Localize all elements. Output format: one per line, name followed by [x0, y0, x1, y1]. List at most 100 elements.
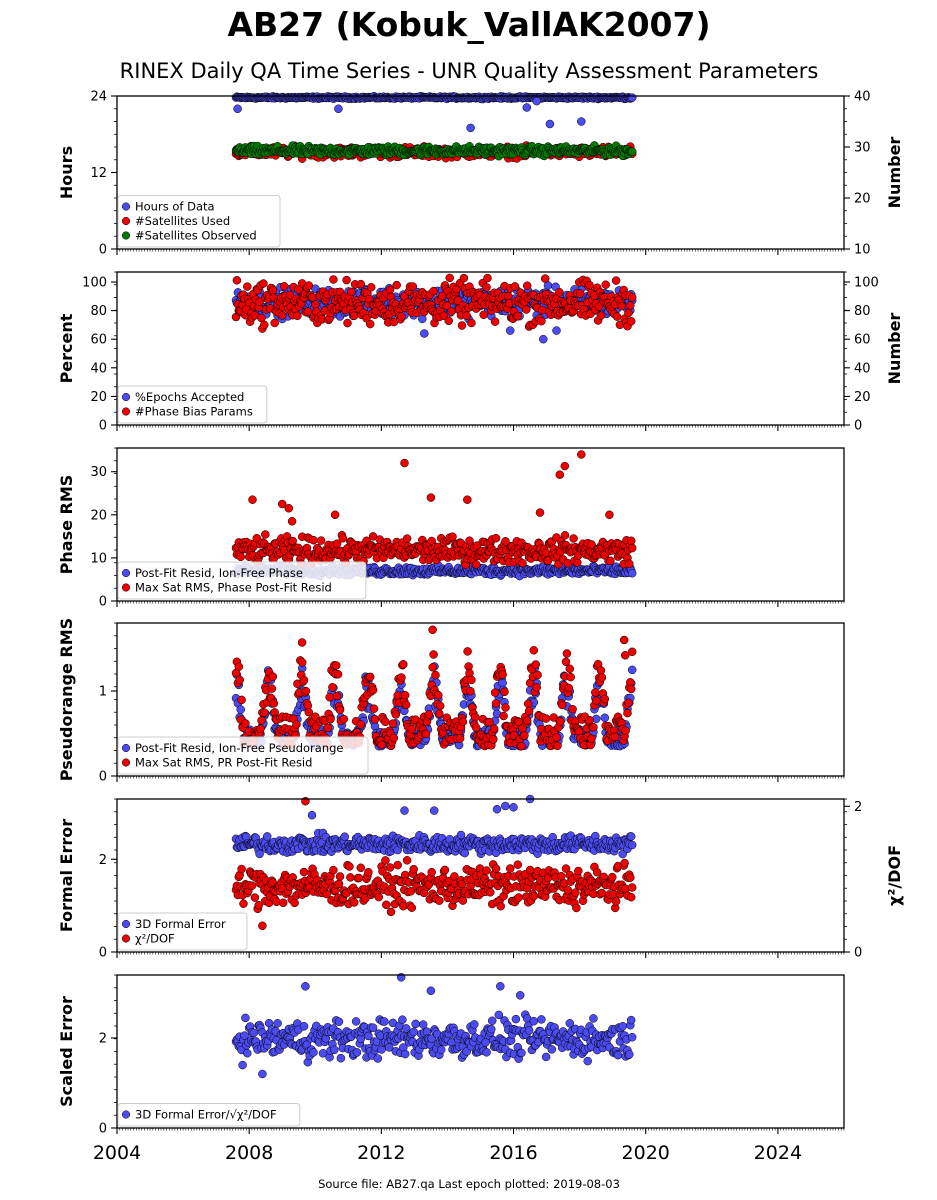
point-phase-s0 [627, 568, 637, 578]
point-phase-s1 [625, 559, 634, 569]
outlier-point-phase [535, 508, 545, 517]
point-percent-s1 [260, 320, 269, 330]
y-axis-label-percent: Percent [57, 313, 76, 383]
point-pseudorange-s1 [455, 734, 465, 743]
outlier-point-pseudorange [428, 625, 437, 635]
point-percent-s1 [278, 311, 287, 320]
y-right-tick-label: 80 [854, 304, 871, 319]
point-pseudorange-s1 [553, 741, 562, 751]
point-percent-s1 [513, 311, 523, 321]
point-phase-s1 [261, 530, 270, 539]
point-pseudorange-s0 [600, 713, 610, 723]
point-pseudorange-s1 [458, 717, 468, 727]
outlier-point-pseudorange [620, 651, 630, 660]
outlier-point-hours [545, 119, 555, 129]
point-pseudorange-s1 [500, 687, 509, 697]
point-percent-s1 [626, 317, 636, 326]
point-pseudorange-s1 [299, 675, 309, 685]
outlier-point-phase [463, 495, 472, 504]
outlier-point-phase [426, 493, 436, 502]
point-pseudorange-s1 [323, 723, 332, 733]
point-percent-s1 [365, 319, 375, 329]
legend-marker [121, 392, 131, 402]
point-pseudorange-s1 [498, 670, 507, 679]
point-pseudorange-s1 [467, 675, 476, 685]
point-phase-s1 [491, 533, 501, 543]
point-pseudorange-s1 [268, 672, 278, 681]
point-pseudorange-s1 [267, 684, 277, 693]
point-pseudorange-s1 [591, 696, 601, 705]
point-pseudorange-s1 [532, 683, 541, 692]
point-pseudorange-s1 [257, 716, 266, 725]
outlier-point-percent [420, 329, 429, 338]
point-percent-s1 [243, 282, 252, 291]
point-pseudorange-s1 [471, 723, 481, 732]
point-pseudorange-s1 [333, 669, 343, 679]
point-percent-s1 [343, 318, 352, 328]
legend-label: Post-Fit Resid, Ion-Free Phase [135, 566, 303, 580]
point-percent-s1 [522, 281, 532, 290]
outlier-point-hours [532, 96, 541, 106]
point-pseudorange-s1 [626, 684, 636, 694]
y-right-tick-label: 30 [854, 141, 871, 156]
point-pseudorange-s1 [624, 698, 633, 708]
point-percent-s1 [397, 312, 406, 321]
point-pseudorange-s1 [501, 703, 510, 712]
point-pseudorange-s1 [400, 690, 410, 700]
outlier-point-hours [522, 103, 532, 112]
point-pseudorange-s1 [369, 704, 379, 713]
point-phase-s1 [569, 534, 578, 543]
legend-marker [121, 231, 131, 240]
point-pseudorange-s1 [260, 708, 269, 717]
point-pseudorange-s1 [381, 717, 390, 727]
point-pseudorange-s1 [389, 733, 399, 743]
point-pseudorange-s1 [407, 724, 417, 734]
outlier-point-phase [248, 495, 257, 504]
outlier-point-phase [555, 470, 565, 479]
point-pseudorange-s1 [241, 719, 250, 728]
y-tick-label: 12 [90, 166, 107, 181]
point-pseudorange-s1 [325, 692, 334, 702]
legend-label: Hours of Data [135, 200, 215, 214]
point-pseudorange-s1 [621, 726, 630, 736]
point-percent-s1 [504, 291, 513, 301]
point-pseudorange-s1 [393, 691, 402, 700]
point-pseudorange-s1 [533, 670, 542, 680]
data-points-pseudorange [231, 625, 637, 751]
outlier-point-hours [466, 123, 475, 133]
point-pseudorange-s1 [297, 658, 307, 667]
outlier-point-phase [284, 504, 294, 513]
point-phase-s1 [316, 536, 326, 545]
legend-marker [121, 202, 131, 211]
point-percent-s1 [522, 305, 531, 314]
legend-marker [121, 568, 131, 578]
point-pseudorange-s1 [399, 660, 408, 669]
point-pseudorange-s1 [485, 717, 494, 727]
y-tick-label: 0 [99, 419, 107, 434]
point-pseudorange-s0 [236, 705, 245, 714]
point-pseudorange-s1 [541, 714, 551, 723]
point-pseudorange-s1 [326, 714, 335, 724]
point-percent-s1 [259, 279, 268, 288]
point-percent-s1 [279, 282, 289, 291]
point-phase-s1 [471, 560, 481, 569]
point-pseudorange-s1 [623, 708, 632, 718]
point-phase-s1 [560, 531, 570, 540]
point-percent-s1 [479, 310, 488, 320]
point-pseudorange-s1 [256, 724, 265, 734]
outlier-point-phase [560, 461, 570, 471]
point-percent-s1 [596, 311, 606, 320]
point-percent-s1 [626, 301, 635, 310]
y-axis-label-hours: Hours [57, 146, 76, 199]
y-right-tick-label: 60 [854, 333, 871, 348]
point-pseudorange-s1 [597, 673, 607, 682]
point-pseudorange-s1 [470, 712, 480, 722]
y-right-tick-label: 20 [854, 192, 871, 207]
point-pseudorange-s1 [234, 662, 244, 671]
point-percent-s1 [444, 316, 453, 326]
point-percent-s1 [624, 308, 633, 318]
point-pseudorange-s1 [301, 686, 311, 696]
point-percent-s1 [510, 282, 520, 291]
